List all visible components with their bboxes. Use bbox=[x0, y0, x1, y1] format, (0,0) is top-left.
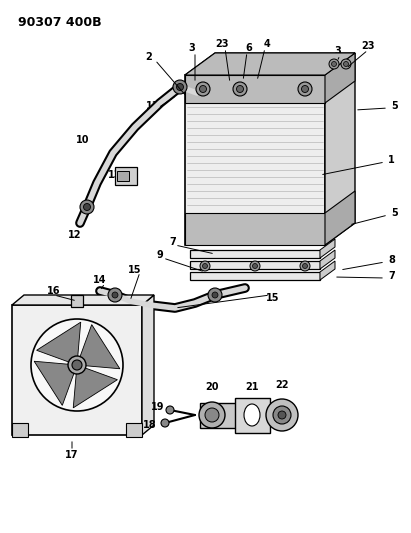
Circle shape bbox=[252, 263, 258, 269]
Polygon shape bbox=[73, 368, 118, 408]
Circle shape bbox=[196, 82, 210, 96]
Circle shape bbox=[212, 292, 218, 298]
Text: 15: 15 bbox=[128, 265, 142, 275]
Text: 5: 5 bbox=[391, 101, 398, 111]
Polygon shape bbox=[80, 325, 120, 369]
Circle shape bbox=[329, 59, 339, 69]
Polygon shape bbox=[37, 322, 81, 362]
Circle shape bbox=[199, 85, 206, 93]
Circle shape bbox=[83, 204, 90, 211]
Circle shape bbox=[72, 360, 82, 370]
Bar bbox=[235, 398, 270, 433]
Bar bbox=[12, 423, 28, 437]
Circle shape bbox=[173, 80, 187, 94]
Bar bbox=[190, 261, 320, 269]
Text: 22: 22 bbox=[275, 380, 289, 390]
Circle shape bbox=[236, 85, 243, 93]
Circle shape bbox=[298, 82, 312, 96]
Circle shape bbox=[112, 292, 118, 298]
Circle shape bbox=[68, 356, 86, 374]
Circle shape bbox=[302, 85, 309, 93]
Circle shape bbox=[250, 261, 260, 271]
Bar bbox=[12, 305, 142, 435]
Bar bbox=[185, 213, 325, 245]
Polygon shape bbox=[185, 53, 355, 75]
Polygon shape bbox=[320, 239, 335, 258]
Polygon shape bbox=[142, 295, 154, 435]
Text: 20: 20 bbox=[205, 382, 219, 392]
Bar bbox=[115, 167, 137, 185]
Text: 10: 10 bbox=[76, 135, 90, 145]
Bar bbox=[126, 423, 142, 437]
Bar bbox=[71, 295, 83, 307]
Circle shape bbox=[302, 263, 307, 269]
Polygon shape bbox=[325, 191, 355, 245]
Polygon shape bbox=[320, 250, 335, 269]
Bar bbox=[185, 75, 325, 103]
Circle shape bbox=[176, 84, 183, 91]
Polygon shape bbox=[325, 53, 355, 245]
Bar bbox=[117, 171, 129, 181]
Circle shape bbox=[205, 408, 219, 422]
Text: 13: 13 bbox=[108, 170, 122, 180]
Circle shape bbox=[278, 411, 286, 419]
Bar bbox=[190, 250, 320, 258]
Circle shape bbox=[80, 200, 94, 214]
Bar bbox=[190, 272, 320, 280]
Text: 2: 2 bbox=[145, 52, 152, 62]
Text: 90307 400B: 90307 400B bbox=[18, 16, 102, 29]
Polygon shape bbox=[325, 53, 355, 103]
Text: 11: 11 bbox=[146, 101, 160, 111]
Polygon shape bbox=[12, 295, 154, 305]
Bar bbox=[200, 403, 238, 428]
Circle shape bbox=[200, 261, 210, 271]
Text: 23: 23 bbox=[361, 41, 375, 51]
Circle shape bbox=[203, 263, 208, 269]
Circle shape bbox=[344, 61, 349, 67]
Text: 9: 9 bbox=[157, 250, 164, 260]
Circle shape bbox=[266, 399, 298, 431]
Polygon shape bbox=[320, 261, 335, 280]
Circle shape bbox=[341, 59, 351, 69]
Circle shape bbox=[166, 406, 174, 414]
Circle shape bbox=[31, 319, 123, 411]
Circle shape bbox=[233, 82, 247, 96]
Bar bbox=[185, 75, 325, 245]
Text: 7: 7 bbox=[170, 237, 176, 247]
Text: 6: 6 bbox=[246, 43, 252, 53]
Text: 14: 14 bbox=[93, 275, 107, 285]
Ellipse shape bbox=[244, 404, 260, 426]
Text: 7: 7 bbox=[388, 271, 395, 281]
Text: 1: 1 bbox=[388, 155, 395, 165]
Text: 21: 21 bbox=[245, 382, 259, 392]
Text: 16: 16 bbox=[47, 286, 61, 296]
Polygon shape bbox=[185, 53, 355, 75]
Text: 5: 5 bbox=[391, 208, 398, 218]
Text: 4: 4 bbox=[263, 39, 270, 49]
Text: 3: 3 bbox=[189, 43, 195, 53]
Text: 12: 12 bbox=[68, 230, 82, 240]
Text: 8: 8 bbox=[388, 255, 395, 265]
Text: 19: 19 bbox=[151, 402, 165, 412]
Circle shape bbox=[199, 402, 225, 428]
Text: 15: 15 bbox=[266, 293, 280, 303]
Text: 3: 3 bbox=[335, 46, 342, 56]
Text: 23: 23 bbox=[215, 39, 229, 49]
Polygon shape bbox=[34, 361, 74, 406]
Text: 17: 17 bbox=[65, 450, 79, 460]
Circle shape bbox=[300, 261, 310, 271]
Circle shape bbox=[332, 61, 337, 67]
Circle shape bbox=[161, 419, 169, 427]
Circle shape bbox=[208, 288, 222, 302]
Text: 18: 18 bbox=[143, 420, 157, 430]
Circle shape bbox=[108, 288, 122, 302]
Circle shape bbox=[273, 406, 291, 424]
